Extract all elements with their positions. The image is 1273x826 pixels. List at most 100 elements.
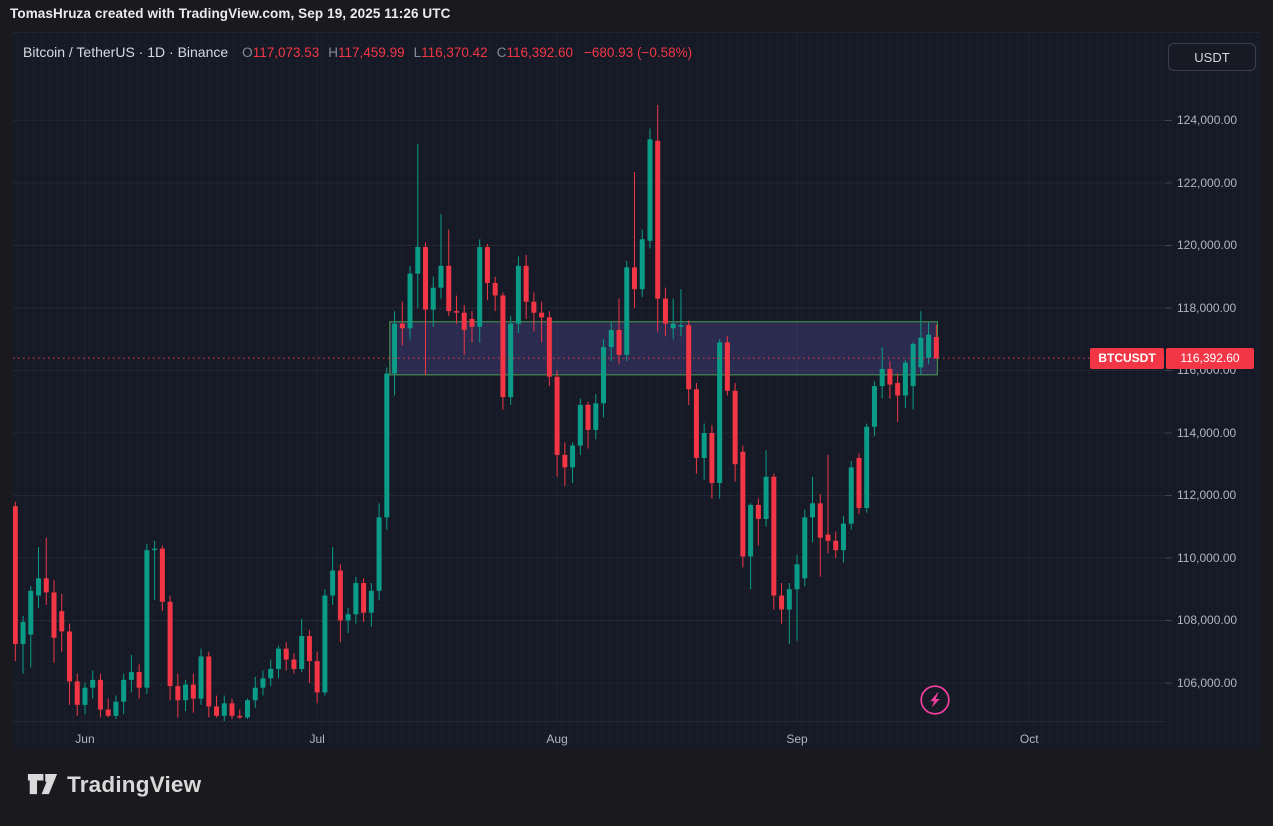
candle-body (469, 318, 475, 327)
candle-body (693, 389, 699, 458)
candle-body (477, 247, 483, 327)
candle-body (871, 386, 877, 427)
symbol-title[interactable]: Bitcoin / TetherUS · 1D · Binance (23, 44, 229, 60)
candle-body (740, 451, 746, 557)
ohlc-open: O117,073.53 (242, 45, 320, 60)
candle-body (748, 504, 754, 557)
candle-body (531, 301, 537, 313)
candle-body (423, 247, 429, 310)
chart-pane[interactable]: Bitcoin / TetherUS · 1D · Binance O117,0… (13, 32, 1260, 749)
candle-body (492, 283, 498, 296)
candle-body (376, 517, 382, 591)
candle-body (833, 540, 839, 551)
candle-body (283, 648, 289, 660)
candle-body (128, 672, 134, 680)
candle-body (252, 687, 258, 701)
candle-body (214, 706, 220, 716)
candle-body (384, 373, 390, 518)
candle-body (484, 247, 490, 283)
candle-body (856, 458, 862, 508)
candle-body (593, 403, 599, 430)
time-axis[interactable] (13, 721, 1165, 750)
candle-body (724, 342, 730, 391)
candle-body (59, 611, 65, 632)
candle-body (407, 273, 413, 329)
candle-body (337, 570, 343, 621)
candle-body (237, 715, 243, 718)
candle-body (461, 312, 467, 330)
price-line-value-tag: 116,392.60 (1166, 347, 1254, 369)
candle-body (678, 325, 684, 327)
candle-body (500, 295, 506, 398)
candle-body (709, 433, 715, 483)
candle-body (453, 311, 459, 313)
candle-body (314, 661, 320, 693)
candle-body (918, 337, 924, 368)
ohlc-close: C116,392.60 (496, 45, 574, 60)
candle-body (655, 140, 661, 299)
candle-body (779, 595, 785, 610)
candle-body (167, 601, 173, 687)
candle-body (322, 595, 328, 693)
candle-body (345, 614, 351, 621)
candle-body (330, 570, 336, 596)
candle-body (152, 548, 158, 551)
candle-body (399, 323, 405, 329)
symbol-legend: Bitcoin / TetherUS · 1D · Binance O117,0… (23, 44, 692, 60)
change-value: −680.93 (−0.58%) (584, 45, 693, 60)
candle-body (570, 445, 576, 468)
candle-body (601, 347, 607, 404)
candle-body (810, 503, 816, 518)
candle-body (121, 679, 127, 702)
candle-body (933, 336, 939, 359)
candle-body (82, 687, 88, 705)
candle-body (639, 239, 645, 290)
candle-body (175, 686, 181, 701)
candle-body (97, 679, 103, 710)
candle-body (74, 681, 80, 705)
candle-body (20, 622, 26, 644)
candle-body (221, 703, 227, 716)
candle-body (136, 672, 142, 688)
ohlc-high: H117,459.99 (328, 45, 405, 60)
candle-body (879, 368, 885, 387)
candle-body (817, 503, 823, 538)
candle-body (732, 390, 738, 465)
candle-body (786, 589, 792, 610)
candlestick-chart[interactable] (13, 33, 1260, 721)
candle-body (28, 590, 34, 635)
candle-body (670, 323, 676, 329)
candle-body (616, 329, 622, 355)
candle-body (159, 548, 165, 602)
candle-body (771, 476, 777, 596)
candle-body (864, 426, 870, 508)
candle-body (229, 703, 235, 716)
currency-usdt-button[interactable]: USDT (1168, 43, 1256, 71)
candle-body (887, 368, 893, 385)
candle-body (554, 376, 560, 455)
tradingview-logo[interactable]: TradingView (27, 771, 201, 799)
price-axis[interactable] (1165, 33, 1260, 721)
candle-body (291, 659, 297, 669)
candle-body (268, 668, 274, 679)
candle-body (562, 454, 568, 468)
candle-body (895, 383, 901, 396)
candle-body (632, 267, 637, 290)
candle-body (585, 404, 591, 430)
price-line-symbol-tag: BTCUSDT (1090, 347, 1164, 369)
candle-body (13, 506, 18, 644)
boost-button[interactable] (919, 684, 951, 716)
candle-body (624, 267, 630, 355)
candle-body (825, 534, 831, 541)
candle-body (275, 648, 281, 669)
candle-body (686, 325, 692, 390)
tradingview-logo-icon (27, 774, 58, 795)
candle-body (802, 517, 808, 579)
candle-body (392, 323, 398, 374)
candle-body (105, 709, 111, 716)
candle-body (763, 476, 769, 519)
candle-body (415, 247, 421, 274)
candle-body (368, 590, 374, 613)
candle-body (717, 342, 723, 483)
